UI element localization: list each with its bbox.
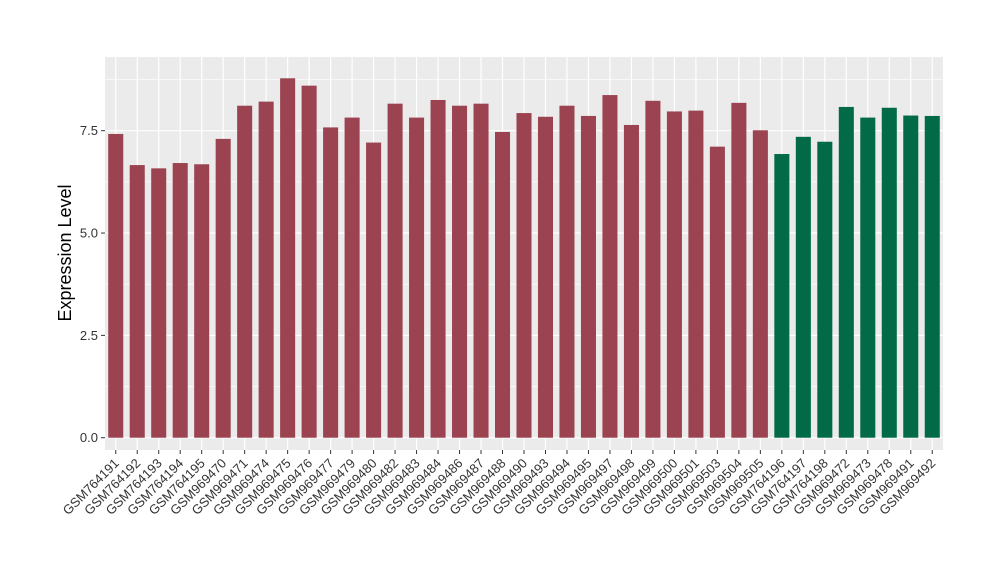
bar [387,103,403,438]
y-tick-label: 2.5 [80,328,98,343]
y-tick-label: 5.0 [80,226,98,241]
bar [366,142,382,438]
bar [838,106,854,438]
y-tick-label: 0.0 [80,430,98,445]
bar [172,163,188,438]
bar [323,127,339,438]
bar [881,107,897,438]
bar [580,115,596,438]
bar [494,131,511,438]
bar [666,111,682,438]
bar [602,95,618,438]
bar [301,85,317,438]
bar [409,117,425,438]
y-tick-label: 7.5 [80,123,98,138]
bar [108,133,124,438]
bar [860,117,876,438]
bar [215,138,231,438]
bar [151,168,167,438]
bar [452,105,468,438]
bar [537,116,554,438]
bar [774,154,790,438]
bar [817,141,833,438]
bar [795,136,811,438]
bar [258,101,274,438]
bar [645,100,661,438]
bar [559,105,575,438]
bars [108,78,940,438]
bar [344,117,360,438]
bar [924,115,940,438]
bar [688,110,704,438]
bar [623,124,639,438]
bar [280,78,296,438]
bar [129,165,145,438]
bar [709,146,725,438]
bar [516,113,532,438]
bar [903,115,919,438]
x-axis: GSM764191GSM764192GSM764193GSM764194GSM7… [60,450,938,518]
bar [237,105,253,438]
bar [752,130,768,438]
bar [473,103,489,438]
y-axis: 0.0 2.5 5.0 7.5 [80,123,105,445]
bar [430,99,446,438]
bar [194,164,210,438]
bar [731,102,747,438]
y-axis-title: Expression Level [55,184,75,321]
